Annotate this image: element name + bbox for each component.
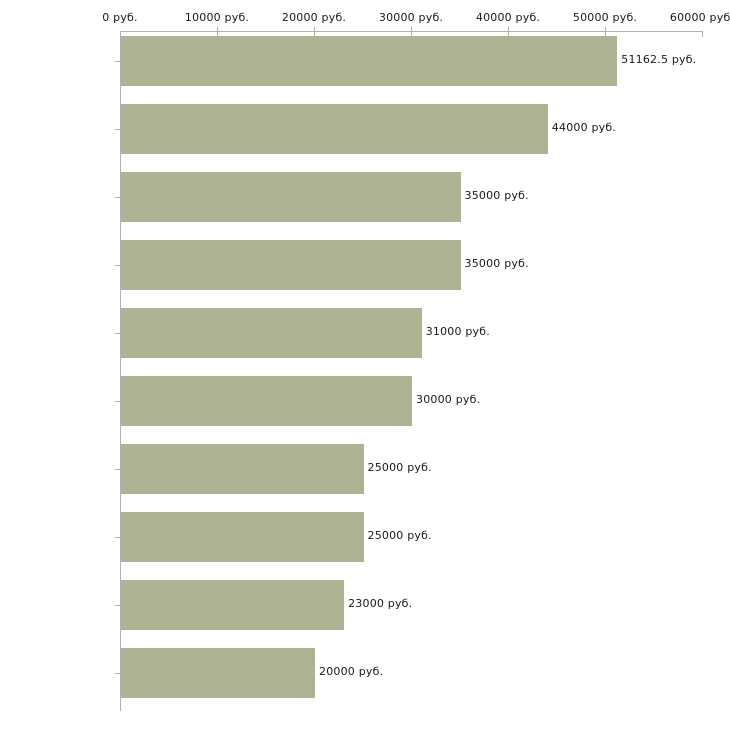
bar[interactable]: [121, 444, 364, 494]
bar[interactable]: [121, 376, 412, 426]
x-axis-tick-label: 10000 руб.: [184, 11, 250, 24]
bar[interactable]: [121, 172, 461, 222]
y-axis-line: [120, 31, 121, 711]
y-axis-tick: [115, 537, 120, 538]
x-axis-tick-label: 20000 руб.: [281, 11, 347, 24]
x-axis-tick: [702, 31, 703, 37]
x-axis-tick: [217, 27, 218, 36]
x-axis-tick: [605, 27, 606, 36]
bar[interactable]: [121, 308, 422, 358]
bar-value-label: 20000 руб.: [319, 665, 384, 678]
x-axis-tick-label: 40000 руб.: [475, 11, 541, 24]
x-axis-tick: [508, 27, 509, 36]
bar-value-label: 31000 руб.: [425, 325, 490, 338]
x-axis-tick-label: 0 руб.: [102, 11, 138, 24]
x-axis-tick-label: 50000 руб.: [572, 11, 638, 24]
bar[interactable]: [121, 580, 345, 630]
y-axis-tick: [115, 333, 120, 334]
y-axis-tick: [115, 197, 120, 198]
y-axis-tick: [115, 605, 120, 606]
y-axis-tick: [115, 129, 120, 130]
x-axis-tick: [314, 27, 315, 36]
bar[interactable]: [121, 36, 618, 86]
bar[interactable]: [121, 648, 315, 698]
x-axis-tick-label: 30000 руб.: [378, 11, 444, 24]
y-axis-tick: [115, 401, 120, 402]
bar-value-label: 30000 руб.: [416, 393, 481, 406]
y-axis-tick: [115, 61, 120, 62]
bar[interactable]: [121, 104, 548, 154]
x-axis-tick: [411, 27, 412, 36]
bar-value-label: 25000 руб.: [367, 461, 432, 474]
bar-value-label: 35000 руб.: [464, 257, 529, 270]
bar-value-label: 44000 руб.: [551, 121, 617, 134]
bar[interactable]: [121, 240, 461, 290]
y-axis-tick: [115, 469, 120, 470]
y-axis-tick: [115, 265, 120, 266]
bar-value-label: 25000 руб.: [367, 529, 432, 542]
bar-value-label: 23000 руб.: [348, 597, 413, 610]
x-axis-tick-label: 60000 руб.: [669, 11, 730, 24]
bar-value-label: 35000 руб.: [464, 189, 529, 202]
bar-value-label: 51162.5 руб.: [621, 53, 697, 66]
bar[interactable]: [121, 512, 364, 562]
y-axis-tick: [115, 673, 120, 674]
